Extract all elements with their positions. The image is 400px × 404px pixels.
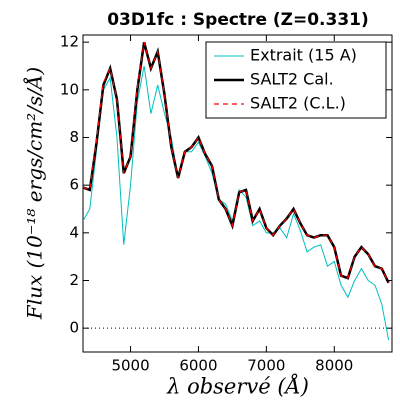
series-line	[83, 41, 390, 284]
legend-label: SALT2 (C.L.)	[250, 94, 346, 113]
x-tick-label: 6000	[179, 357, 217, 375]
x-tick-label: 8000	[315, 357, 353, 375]
y-tick-label: 2	[69, 271, 79, 289]
y-tick-label: 6	[69, 176, 79, 194]
plot-frame	[82, 34, 393, 353]
legend-label: SALT2 Cal.	[250, 70, 334, 89]
legend-label: Extrait (15 A)	[250, 46, 357, 65]
y-tick-label: 12	[60, 33, 79, 51]
y-tick-label: 8	[69, 128, 79, 146]
x-tick-label: 7000	[247, 357, 285, 375]
y-tick-label: 0	[69, 319, 79, 337]
x-axis-label: λ observé (Å)	[166, 374, 309, 399]
chart-title: 03D1fc : Spectre (Z=0.331)	[107, 10, 369, 30]
y-axis-label: Flux (10⁻¹⁸ ergs/cm²/s/Å)	[22, 67, 47, 320]
y-tick-label: 4	[69, 223, 79, 241]
x-tick-label: 5000	[111, 357, 149, 375]
y-tick-label: 10	[60, 80, 79, 98]
